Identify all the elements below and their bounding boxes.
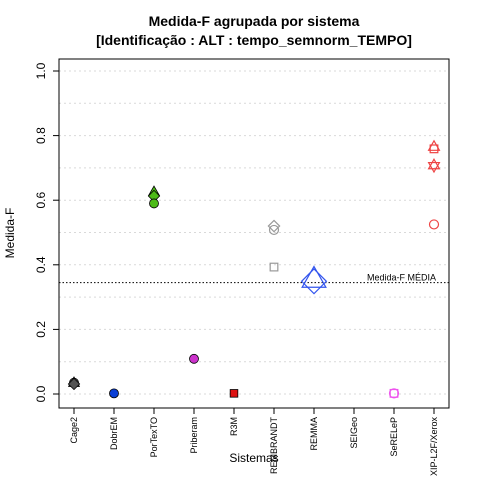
x-tick-label: DobrEM xyxy=(109,417,119,450)
x-axis-label: Sistemas xyxy=(229,451,278,465)
y-tick-label: 0.4 xyxy=(34,256,48,273)
x-tick-label: SeRELeP xyxy=(389,417,399,457)
data-point-triangle xyxy=(427,139,441,151)
x-tick-label: REMBRANDT xyxy=(269,417,279,475)
grid-lines xyxy=(59,70,449,395)
data-point-square xyxy=(389,388,399,398)
data-point-triangle-down xyxy=(427,161,441,174)
data-point-diamond xyxy=(67,377,81,391)
y-tick-label: 0.6 xyxy=(34,192,48,209)
data-point-circle xyxy=(149,198,159,209)
x-tick-label: XIP-L2F/Xerox xyxy=(429,417,439,477)
data-point-circle xyxy=(109,388,119,399)
x-tick-label: Priberam xyxy=(189,417,199,454)
data-point-diamond xyxy=(300,268,328,295)
data-point-diamond xyxy=(267,219,281,233)
x-tick-label: SEIGeo xyxy=(349,417,359,449)
x-tick-label: R3M xyxy=(229,417,239,436)
data-point-circle xyxy=(189,353,199,364)
x-tick-label: Cage2 xyxy=(69,417,79,444)
data-points xyxy=(67,139,441,399)
data-point-square xyxy=(269,262,279,272)
x-tick-label: REMMA xyxy=(309,417,319,451)
data-point-triangle xyxy=(427,158,441,170)
y-axis-label: Medida-F xyxy=(3,208,17,259)
x-axis: Cage2 DobrEM PorTexTO Priberam R3M REMBRANDT R… xyxy=(69,408,439,476)
data-point-square xyxy=(229,389,239,398)
x-tick-label: PorTexTO xyxy=(149,417,159,457)
plot-frame xyxy=(58,58,450,409)
data-point-circle xyxy=(388,388,400,399)
y-tick-label: 0.2 xyxy=(34,321,48,338)
reference-line-group: Medida-F MÉDIA xyxy=(59,273,449,284)
y-tick-label: 0.8 xyxy=(34,127,48,144)
data-point-triangle xyxy=(301,265,327,288)
y-tick-label: 1.0 xyxy=(34,62,48,79)
y-tick-label: 0.0 xyxy=(34,385,48,402)
data-point-circle xyxy=(268,224,280,236)
y-axis: 0.0 0.2 0.4 0.6 0.8 1.0 xyxy=(34,62,59,402)
chart-subtitle: [Identificação : ALT : tempo_semnorm_TEM… xyxy=(96,32,412,48)
reference-line-label: Medida-F MÉDIA xyxy=(367,273,436,283)
data-point-square xyxy=(429,144,439,154)
chart-title: Medida-F agrupada por sistema xyxy=(149,13,360,29)
data-point-circle xyxy=(428,219,440,230)
